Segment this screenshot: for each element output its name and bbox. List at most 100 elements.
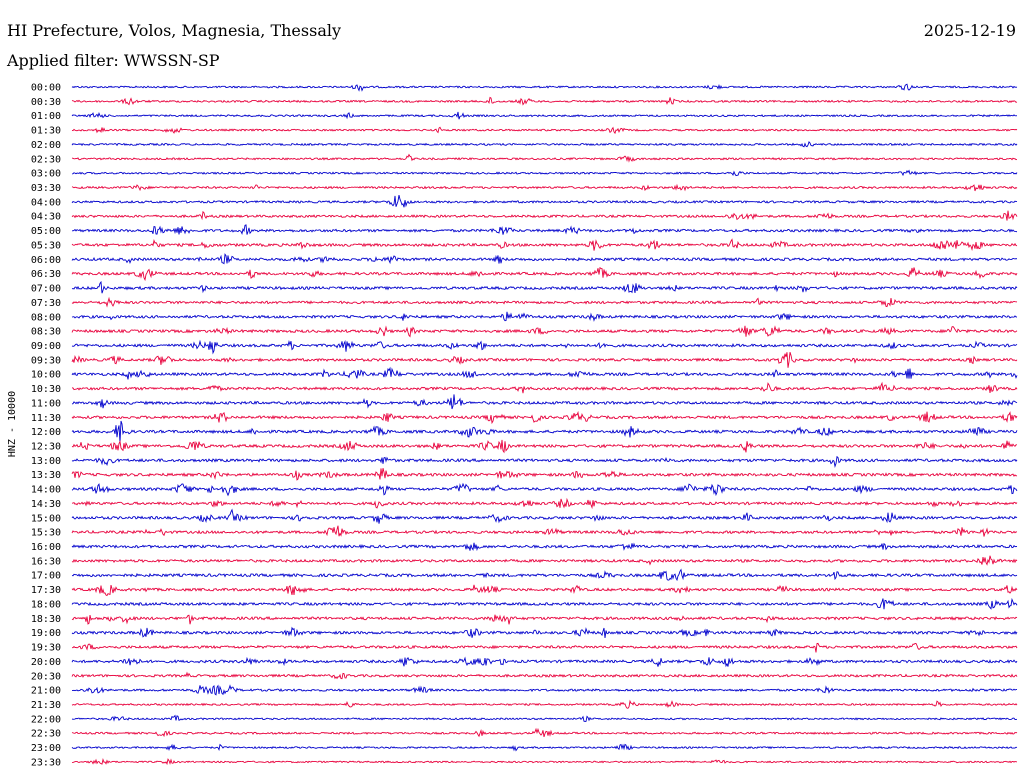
time-label: 01:00 bbox=[31, 111, 61, 122]
time-label: 09:30 bbox=[31, 355, 61, 366]
trace-line bbox=[71, 339, 1018, 355]
trace-line bbox=[71, 508, 1018, 524]
time-label: 14:00 bbox=[31, 485, 61, 496]
trace-line bbox=[71, 439, 1017, 454]
trace-line bbox=[71, 311, 1018, 322]
trace-line bbox=[71, 455, 1018, 469]
time-label: 08:00 bbox=[31, 312, 61, 323]
trace-line bbox=[71, 525, 1018, 537]
time-label: 02:00 bbox=[31, 140, 61, 151]
trace-line bbox=[71, 296, 1018, 308]
time-label: 10:30 bbox=[31, 384, 61, 395]
time-label: 10:00 bbox=[31, 370, 61, 381]
trace-line bbox=[71, 468, 1018, 481]
time-label: 02:30 bbox=[31, 154, 61, 165]
trace-line bbox=[71, 555, 1018, 566]
trace-line bbox=[71, 656, 1018, 668]
time-label: 07:00 bbox=[31, 284, 61, 295]
trace-line bbox=[71, 266, 1018, 282]
time-label: 13:30 bbox=[31, 470, 61, 481]
trace-line bbox=[71, 614, 1018, 625]
time-label: 09:00 bbox=[31, 341, 61, 352]
trace-line bbox=[71, 671, 1018, 680]
time-label: 21:30 bbox=[31, 700, 61, 711]
time-label: 16:30 bbox=[31, 556, 61, 567]
time-label: 13:00 bbox=[31, 456, 61, 467]
time-label: 06:00 bbox=[31, 255, 61, 266]
trace-line bbox=[71, 626, 1018, 639]
time-label: 22:00 bbox=[31, 714, 61, 725]
trace-line bbox=[71, 597, 1018, 610]
time-label: 12:30 bbox=[31, 442, 61, 453]
trace-line bbox=[71, 238, 1018, 251]
trace-line bbox=[71, 699, 1018, 709]
trace-line bbox=[71, 568, 1018, 582]
trace-line bbox=[71, 111, 1018, 120]
time-label: 12:00 bbox=[31, 427, 61, 438]
trace-line bbox=[71, 757, 1018, 766]
date-label: 2025-12-19 bbox=[923, 21, 1016, 40]
time-label: 16:00 bbox=[31, 542, 61, 553]
time-label: 19:30 bbox=[31, 643, 61, 654]
trace-line bbox=[71, 727, 1018, 738]
time-label: 00:30 bbox=[31, 97, 61, 108]
time-label: 17:30 bbox=[31, 585, 61, 596]
trace-line bbox=[71, 482, 1018, 497]
time-label: 06:30 bbox=[31, 269, 61, 280]
time-label: 22:30 bbox=[31, 729, 61, 740]
trace-line bbox=[71, 194, 1018, 208]
time-label: 01:30 bbox=[31, 126, 61, 137]
trace-line bbox=[71, 542, 1018, 552]
station-title: HI Prefecture, Volos, Magnesia, Thessaly bbox=[7, 21, 342, 40]
filter-label: Applied filter: WWSSN-SP bbox=[7, 51, 220, 70]
time-label: 20:00 bbox=[31, 657, 61, 668]
trace-line bbox=[71, 96, 1018, 106]
time-label: 21:00 bbox=[31, 686, 61, 697]
trace-line bbox=[71, 183, 1018, 192]
time-label: 18:30 bbox=[31, 614, 61, 625]
time-label: 17:00 bbox=[31, 571, 61, 582]
trace-line bbox=[71, 410, 1018, 425]
trace-line bbox=[71, 642, 1018, 653]
y-axis-label: HNZ - 10000 bbox=[7, 391, 18, 457]
trace-line bbox=[71, 366, 1018, 380]
trace-line bbox=[71, 352, 1018, 368]
time-label: 05:00 bbox=[31, 226, 61, 237]
trace-line bbox=[71, 420, 1018, 443]
time-label: 04:30 bbox=[31, 212, 61, 223]
trace-line bbox=[71, 126, 1018, 135]
trace-line bbox=[71, 153, 1018, 163]
trace-line bbox=[71, 325, 1018, 338]
time-label: 14:30 bbox=[31, 499, 61, 510]
trace-line bbox=[71, 280, 1018, 294]
trace-line bbox=[71, 394, 1018, 410]
time-label: 11:00 bbox=[31, 398, 61, 409]
time-label: 05:30 bbox=[31, 240, 61, 251]
trace-line bbox=[71, 684, 1018, 696]
trace-line bbox=[71, 83, 1018, 92]
trace-line bbox=[71, 224, 1018, 235]
trace-rows: 00:00 00:30 01:00 01:30 02:00 02:30 03:00 03:30… bbox=[31, 83, 1018, 768]
time-label: 19:00 bbox=[31, 628, 61, 639]
time-label: 00:00 bbox=[31, 83, 61, 94]
time-label: 23:30 bbox=[31, 757, 61, 768]
time-label: 23:00 bbox=[31, 743, 61, 754]
time-label: 07:30 bbox=[31, 298, 61, 309]
time-label: 11:30 bbox=[31, 413, 61, 424]
trace-line bbox=[71, 743, 1018, 752]
time-label: 08:30 bbox=[31, 327, 61, 338]
time-label: 03:00 bbox=[31, 169, 61, 180]
time-label: 15:00 bbox=[31, 513, 61, 524]
trace-line bbox=[71, 169, 1018, 177]
time-label: 03:30 bbox=[31, 183, 61, 194]
trace-line bbox=[71, 210, 1018, 221]
trace-line bbox=[71, 497, 1018, 510]
time-label: 20:30 bbox=[31, 671, 61, 682]
time-label: 04:00 bbox=[31, 197, 61, 208]
trace-line bbox=[71, 584, 1018, 597]
trace-line bbox=[71, 381, 1018, 394]
trace-line bbox=[71, 141, 1018, 148]
trace-line bbox=[71, 253, 1018, 265]
trace-line bbox=[71, 714, 1018, 722]
